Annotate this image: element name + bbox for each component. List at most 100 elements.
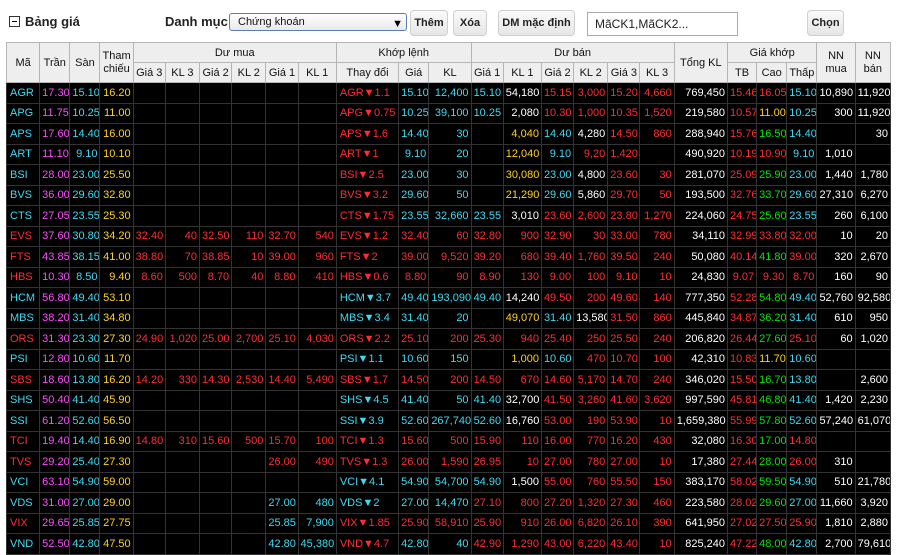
col-sell-vol2[interactable]: KL 2 (573, 62, 609, 83)
table-row[interactable]: SHS 50.40 41.40 45.90 SHS▼4.5 41.40 50 41.40 32,… (5, 389, 892, 411)
table-row[interactable]: VDS 31.00 27.00 29.00 27.00 480 VDS▼2 27.00 14,4… (5, 492, 892, 514)
cell-high: 25.60 (756, 205, 788, 227)
table-row[interactable]: PSI 12.80 10.60 11.70 PSI▼1.1 10.60 150 1,000 10… (5, 348, 892, 370)
table-row[interactable]: VND 52.50 42.80 47.50 42.80 45,380 VND▼4.7 42.8… (5, 533, 892, 555)
table-row[interactable]: APG 11.75 10.25 11.00 APG▼0.75 10.25 39,100 10.… (5, 102, 892, 124)
cell-high: 27.50 (756, 512, 788, 534)
cell-sell-vol2: 100 (573, 266, 609, 288)
cell-buy-vol1 (297, 82, 337, 104)
table-row[interactable]: APS 17.60 14.40 16.00 APS▼1.6 14.40 30 4,040 14.… (5, 123, 892, 145)
cell-code[interactable]: VCI (5, 471, 41, 493)
cell-code[interactable]: APG (5, 102, 41, 124)
cell-code[interactable]: TVS (5, 451, 41, 473)
col-buy-price2[interactable]: Giá 2 (199, 62, 233, 83)
table-row[interactable]: ART 11.10 9.10 10.10 ART▼1 9.10 20 12,040 9.10 9,… (5, 143, 892, 165)
cell-code[interactable]: BVS (5, 184, 41, 206)
col-buy-price1[interactable]: Giá 1 (265, 62, 299, 83)
cell-match-vol: 32,660 (428, 205, 472, 227)
cell-change: ORS▼2.2 (335, 328, 400, 350)
table-row[interactable]: BSI 28.00 23.00 25.50 BSI▼2.5 23.00 30 30,080 23… (5, 164, 892, 186)
table-row[interactable]: MBS 38.20 31.40 34.80 MBS▼3.4 31.40 20 49,070 31… (5, 307, 892, 329)
col-buy-vol2[interactable]: KL 2 (231, 62, 267, 83)
default-list-button[interactable]: DM mặc định (498, 10, 575, 36)
cell-sell-price2: 14.60 (540, 369, 575, 391)
col-high[interactable]: Cao (756, 62, 788, 83)
cell-buy-vol2 (231, 451, 267, 473)
table-row[interactable]: AGR 17.30 15.10 16.20 AGR▼1.1 15.10 12,400 15.1… (5, 82, 892, 104)
cell-buy-vol3: 500 (164, 266, 201, 288)
col-total-volume[interactable]: Tổng KL (673, 42, 728, 83)
cell-buy-vol2 (231, 348, 267, 370)
col-sell-price3[interactable]: Giá 3 (607, 62, 641, 83)
table-row[interactable]: CTS 27.05 23.55 25.30 CTS▼1.75 23.55 32,660 23.… (5, 205, 892, 227)
col-reference[interactable]: Tham chiếu (99, 42, 134, 83)
col-match-vol[interactable]: KL (428, 62, 472, 83)
cell-code[interactable]: APS (5, 123, 41, 145)
table-row[interactable]: TVS 29.20 25.40 27.30 26.00 490 TVS▼1.3 26.00 1,… (5, 451, 892, 473)
cell-code[interactable]: SBS (5, 369, 41, 391)
col-foreign-sell[interactable]: NN bán (854, 42, 892, 83)
col-ceiling[interactable]: Trần (39, 42, 71, 83)
cell-code[interactable]: MBS (5, 307, 41, 329)
cell-match-price: 14.50 (398, 369, 430, 391)
col-sell-price1[interactable]: Giá 1 (470, 62, 504, 83)
col-avg[interactable]: TB (726, 62, 758, 83)
table-row[interactable]: SBS 18.60 13.80 16.20 14.20 330 14.30 2,530 14.4… (5, 369, 892, 391)
cell-code[interactable]: ORS (5, 328, 41, 350)
cell-code[interactable]: TCI (5, 430, 41, 452)
table-row[interactable]: ORS 31.30 23.30 27.30 24.90 1,020 25.00 2,700 25… (5, 328, 892, 350)
collapse-icon[interactable] (9, 16, 20, 27)
delete-button[interactable]: Xóa (453, 10, 487, 36)
col-buy-price3[interactable]: Giá 3 (132, 62, 166, 83)
cell-code[interactable]: BSI (5, 164, 41, 186)
table-row[interactable]: HCM 56.80 49.40 53.10 HCM▼3.7 49.40 193,090 49.… (5, 287, 892, 309)
cell-sell-vol3: 240 (639, 328, 675, 350)
cell-sell-price2: 25.40 (540, 328, 575, 350)
table-row[interactable]: FTS 43.85 38.15 41.00 38.80 70 38.85 10 39.00 960… (5, 246, 892, 268)
category-select[interactable]: Chứng khoán ▼ (229, 13, 407, 31)
table-row[interactable]: BVS 36.00 29.60 32.80 BVS▼3.2 29.60 50 21,290 29… (5, 184, 892, 206)
cell-buy-price1: 42.80 (265, 533, 299, 555)
cell-code[interactable]: CTS (5, 205, 41, 227)
cell-code[interactable]: HBS (5, 266, 41, 288)
cell-change: SHS▼4.5 (335, 389, 400, 411)
cell-code[interactable]: HCM (5, 287, 41, 309)
cell-sell-price3: 10.70 (607, 348, 641, 370)
cell-sell-price2: 23.00 (540, 164, 575, 186)
col-buy-vol3[interactable]: KL 3 (164, 62, 201, 83)
table-row[interactable]: VIX 29.65 25.85 27.75 25.85 7,900 VIX▼1.85 25.9… (5, 512, 892, 534)
cell-code[interactable]: ART (5, 143, 41, 165)
cell-foreign-sell: 2,230 (854, 389, 892, 411)
table-row[interactable]: VCI 63.10 54.90 59.00 VCI▼4.1 54.90 54,700 54.9… (5, 471, 892, 493)
cell-avg: 10.83 (726, 348, 758, 370)
cell-code[interactable]: AGR (5, 82, 41, 104)
col-floor[interactable]: Sàn (69, 42, 101, 83)
add-button[interactable]: Thêm (410, 10, 448, 36)
col-foreign-buy[interactable]: NN mua (816, 42, 856, 83)
cell-code[interactable]: EVS (5, 225, 41, 247)
stock-codes-input[interactable]: MãCK1,MãCK2... (587, 12, 738, 36)
table-row[interactable]: EVS 37.60 30.80 34.20 32.40 40 32.50 110 32.70 54… (5, 225, 892, 247)
col-match-price[interactable]: Giá (398, 62, 430, 83)
table-row[interactable]: SSI 61.20 52.60 56.50 SSI▼3.9 52.60 267,740 52.… (5, 410, 892, 432)
cell-sell-vol1: 670 (502, 369, 542, 391)
table-row[interactable]: HBS 10.30 8.50 9.40 8.60 500 8.70 40 8.80 410 HBS▼… (5, 266, 892, 288)
col-change[interactable]: Thay đổi (335, 62, 400, 83)
cell-code[interactable]: SHS (5, 389, 41, 411)
col-sell-price2[interactable]: Giá 2 (540, 62, 575, 83)
col-low[interactable]: Thấp (786, 62, 818, 83)
col-buy-vol1[interactable]: KL 1 (297, 62, 337, 83)
cell-buy-price2 (199, 205, 233, 227)
cell-code[interactable]: PSI (5, 348, 41, 370)
table-row[interactable]: TCI 19.40 14.40 16.90 14.80 310 15.60 500 15.70 1… (5, 430, 892, 452)
cell-code[interactable]: VIX (5, 512, 41, 534)
cell-code[interactable]: VDS (5, 492, 41, 514)
choose-button[interactable]: Chọn (807, 10, 844, 36)
cell-code[interactable]: SSI (5, 410, 41, 432)
col-sell-vol3[interactable]: KL 3 (639, 62, 675, 83)
col-sell-vol1[interactable]: KL 1 (502, 62, 542, 83)
cell-code[interactable]: VND (5, 533, 41, 555)
cell-sell-price1: 52.60 (470, 410, 504, 432)
col-code[interactable]: Mã (5, 42, 41, 83)
cell-code[interactable]: FTS (5, 246, 41, 268)
